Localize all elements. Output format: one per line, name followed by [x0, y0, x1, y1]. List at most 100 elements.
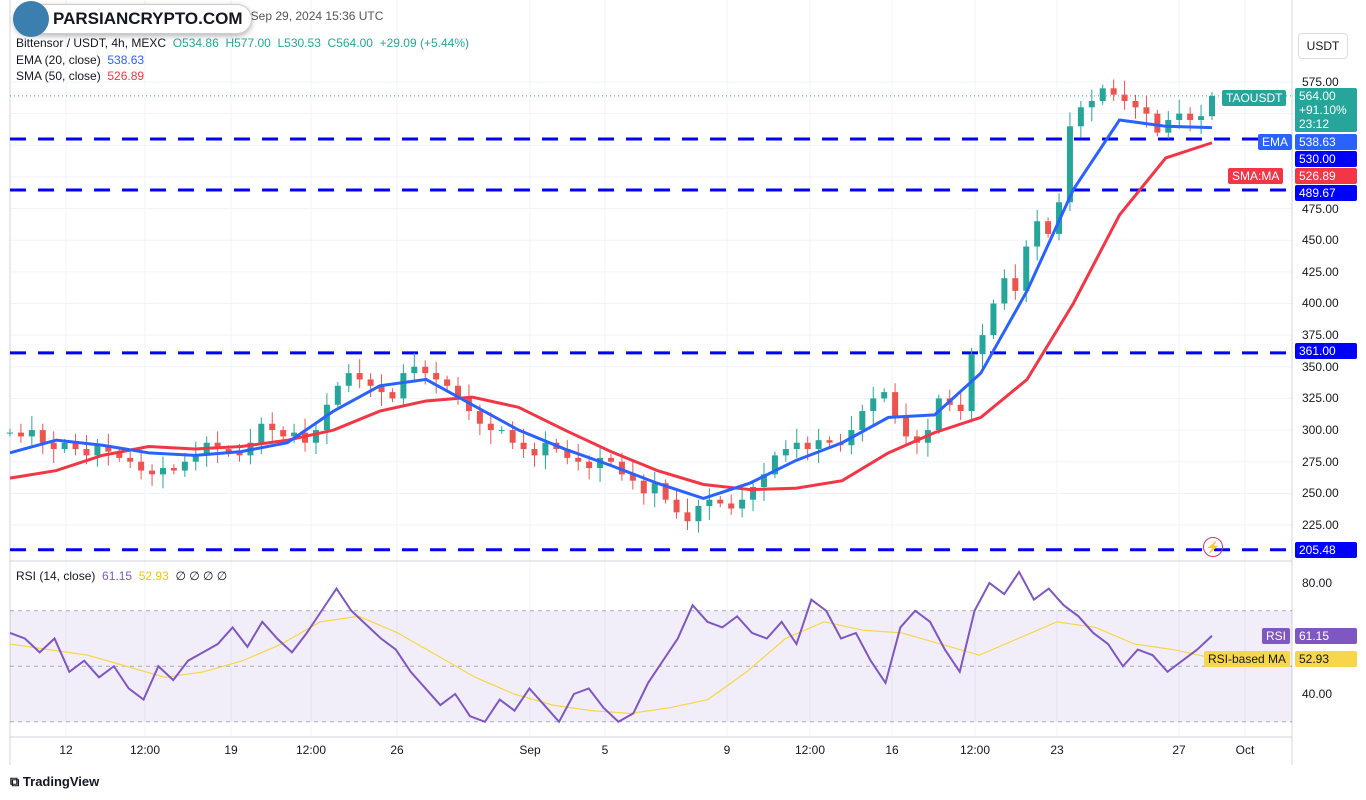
candle-body: [28, 430, 35, 437]
candle-body: [50, 442, 57, 450]
candle-body: [356, 373, 363, 380]
price-axis-label: 275.00: [1302, 454, 1339, 469]
candle-body: [564, 449, 571, 458]
rsi-ma-value-tag: 52.93: [1295, 651, 1357, 667]
candle-body: [979, 335, 986, 355]
candle-body: [422, 366, 429, 374]
candle-body: [1209, 95, 1215, 117]
candle-body: [269, 423, 276, 431]
candle-body: [531, 449, 538, 456]
time-axis-label: 23: [1050, 743, 1064, 757]
candle-body: [498, 430, 505, 432]
candle-body: [739, 499, 746, 509]
currency-button[interactable]: USDT: [1298, 33, 1348, 59]
candle-body: [116, 451, 123, 458]
candle-body: [291, 432, 298, 437]
price-axis-label: 225.00: [1302, 517, 1339, 532]
candle-body: [312, 430, 319, 443]
level-489-tag: 489.67: [1295, 185, 1357, 201]
candle-body: [214, 442, 221, 450]
candle-body: [509, 430, 516, 443]
candle-body: [280, 430, 287, 437]
candle-body: [1012, 278, 1019, 291]
time-axis-label: 12:00: [959, 743, 991, 757]
candle-body: [881, 392, 888, 399]
candle-body: [1143, 107, 1150, 114]
price-axis-label: 300.00: [1302, 423, 1339, 438]
candle-body: [935, 398, 942, 431]
time-axis-label: 12:00: [794, 743, 826, 757]
logo-tree-icon: [13, 1, 49, 37]
candle-body: [859, 411, 866, 431]
price-axis-label: 425.00: [1302, 264, 1339, 279]
rsi-axis-label: 80.00: [1302, 576, 1333, 590]
chart-title: , Sep 29, 2024 15:36 UTC: [244, 9, 384, 23]
rsi-axis-label: 40.00: [1302, 687, 1333, 701]
price-axis-label: 575.00: [1302, 75, 1339, 89]
candle-body: [476, 411, 483, 424]
candle-body: [1066, 126, 1073, 203]
ema-price-tag: 538.63: [1295, 134, 1357, 150]
candle-body: [815, 440, 822, 450]
ema-legend[interactable]: EMA (20, close) 538.63: [16, 53, 145, 67]
candle-body: [520, 442, 527, 450]
tradingview-footer: ⧉ TradingView: [10, 774, 100, 789]
candle-body: [1132, 100, 1139, 108]
candle-body: [760, 474, 767, 488]
candle-body: [903, 417, 910, 437]
candle-body: [957, 404, 964, 412]
candle-body: [870, 398, 877, 412]
candle-body: [793, 442, 800, 450]
candle-body: [83, 449, 90, 456]
candle-body: [662, 483, 669, 500]
rsi-ma-tag: RSI-based MA: [1204, 651, 1291, 667]
candle-body: [7, 432, 13, 434]
level-205-tag: 205.48: [1295, 542, 1357, 558]
candle-body: [575, 457, 582, 462]
price-axis-label: 250.00: [1302, 486, 1339, 501]
sma-tag: SMA:MA: [1228, 168, 1284, 184]
candle-body: [1176, 113, 1183, 120]
price-axis-label: 475.00: [1302, 201, 1339, 216]
candle-body: [629, 474, 636, 481]
candle-body: [334, 385, 341, 405]
lightning-icon[interactable]: ⚡: [1203, 537, 1223, 557]
candle-body: [61, 442, 68, 450]
candle-body: [826, 440, 833, 443]
price-axis-label: 350.00: [1302, 359, 1339, 374]
candle-body: [684, 512, 691, 522]
candle-body: [892, 392, 899, 418]
rsi-legend[interactable]: RSI (14, close) 61.15 52.93 ∅ ∅ ∅ ∅: [16, 569, 228, 583]
candle-body: [673, 499, 680, 513]
candle-body: [728, 503, 735, 509]
candle-body: [127, 457, 134, 462]
rsi-ma-line: [9, 615, 1213, 715]
time-axis-label: 5: [601, 743, 609, 757]
candle-body: [378, 385, 385, 393]
candle-body: [782, 449, 789, 456]
time-axis-label: 16: [885, 743, 899, 757]
candle-body: [400, 373, 407, 399]
time-axis-label: 12:00: [129, 743, 161, 757]
candle-body: [487, 423, 494, 431]
candle-body: [1001, 278, 1008, 304]
candle-body: [17, 432, 24, 437]
candle-body: [695, 506, 702, 522]
candle-body: [170, 468, 177, 471]
candle-body: [1088, 100, 1095, 108]
time-axis-label: 27: [1172, 743, 1186, 757]
candle-body: [411, 366, 418, 374]
candle-body: [990, 303, 997, 336]
candle-body: [1121, 94, 1128, 101]
watermark-logo: PARSIANCRYPTO.COM: [13, 1, 252, 37]
price-axis-label: 400.00: [1302, 296, 1339, 311]
candle-body: [1110, 88, 1117, 95]
time-axis-label: 9: [723, 743, 731, 757]
candle-body: [39, 430, 46, 443]
sma-legend[interactable]: SMA (50, close) 526.89: [16, 69, 145, 83]
price-axis-label: 375.00: [1302, 328, 1339, 343]
time-axis-label: 26: [390, 743, 404, 757]
candle-body: [181, 461, 188, 471]
candle-body: [542, 442, 549, 456]
